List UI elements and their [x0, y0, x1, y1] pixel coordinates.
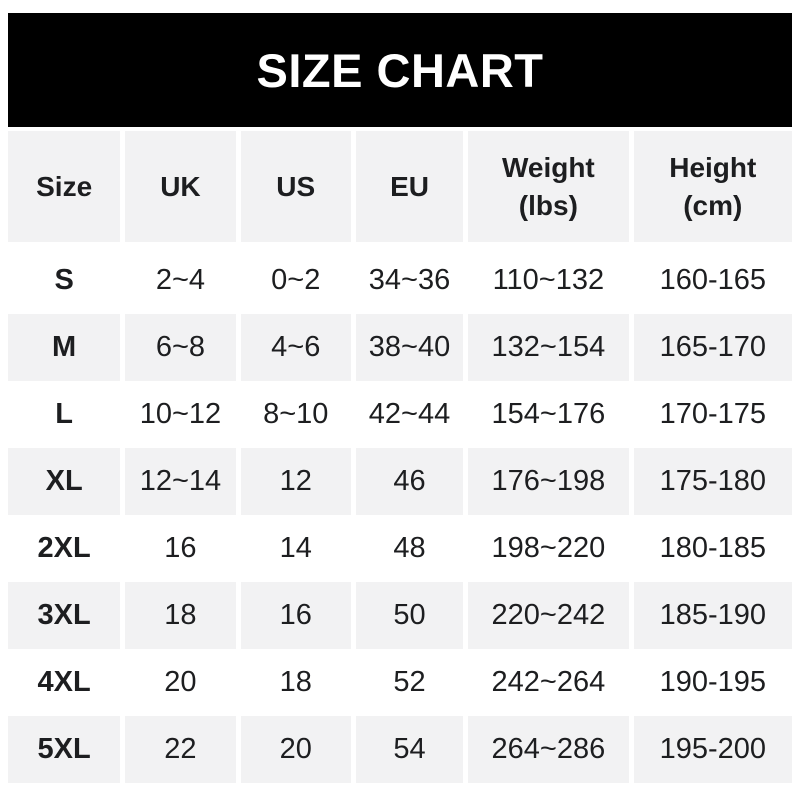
- table-cell: 176~198: [468, 448, 629, 515]
- table-cell: 18: [125, 582, 236, 649]
- table-cell: 195-200: [633, 716, 792, 783]
- table-cell: 10~12: [125, 381, 236, 448]
- table-cell: 20: [125, 649, 236, 716]
- page-title: SIZE CHART: [256, 43, 544, 97]
- row-label-3xl: 3XL: [8, 582, 121, 649]
- table-cell: 34~36: [355, 247, 464, 314]
- table-cell: 6~8: [125, 314, 236, 381]
- row-label-l: L: [8, 381, 121, 448]
- column-header-uk: UK: [125, 131, 236, 242]
- table-cell: 46: [355, 448, 464, 515]
- row-label-xl: XL: [8, 448, 121, 515]
- table-cell: 264~286: [468, 716, 629, 783]
- table-cell: 165-170: [633, 314, 792, 381]
- column-header-size: Size: [8, 131, 121, 242]
- table-cell: 4~6: [240, 314, 351, 381]
- table-cell: 12~14: [125, 448, 236, 515]
- table-cell: 170-175: [633, 381, 792, 448]
- row-label-s: S: [8, 247, 121, 314]
- table-cell: 12: [240, 448, 351, 515]
- column-header-height: Height (cm): [633, 131, 792, 242]
- table-cell: 132~154: [468, 314, 629, 381]
- table-cell: 2~4: [125, 247, 236, 314]
- size-table: Size UK US EU Weight (lbs) Height (cm) S…: [0, 131, 800, 783]
- column-header-eu: EU: [355, 131, 464, 242]
- table-cell: 185-190: [633, 582, 792, 649]
- table-cell: 54: [355, 716, 464, 783]
- table-cell: 154~176: [468, 381, 629, 448]
- table-cell: 160-165: [633, 247, 792, 314]
- table-cell: 190-195: [633, 649, 792, 716]
- table-cell: 8~10: [240, 381, 351, 448]
- table-cell: 0~2: [240, 247, 351, 314]
- table-cell: 14: [240, 515, 351, 582]
- column-header-weight: Weight (lbs): [468, 131, 629, 242]
- table-cell: 18: [240, 649, 351, 716]
- table-cell: 242~264: [468, 649, 629, 716]
- table-cell: 52: [355, 649, 464, 716]
- row-label-4xl: 4XL: [8, 649, 121, 716]
- table-cell: 50: [355, 582, 464, 649]
- column-header-us: US: [240, 131, 351, 242]
- table-cell: 38~40: [355, 314, 464, 381]
- table-cell: 22: [125, 716, 236, 783]
- table-cell: 180-185: [633, 515, 792, 582]
- title-banner: SIZE CHART: [8, 13, 792, 127]
- table-cell: 16: [240, 582, 351, 649]
- row-label-m: M: [8, 314, 121, 381]
- table-cell: 220~242: [468, 582, 629, 649]
- table-cell: 48: [355, 515, 464, 582]
- table-cell: 16: [125, 515, 236, 582]
- table-cell: 42~44: [355, 381, 464, 448]
- row-label-2xl: 2XL: [8, 515, 121, 582]
- table-cell: 110~132: [468, 247, 629, 314]
- size-chart-page: SIZE CHART Size UK US EU Weight (lbs) He…: [0, 13, 800, 800]
- table-cell: 198~220: [468, 515, 629, 582]
- table-cell: 20: [240, 716, 351, 783]
- table-cell: 175-180: [633, 448, 792, 515]
- row-label-5xl: 5XL: [8, 716, 121, 783]
